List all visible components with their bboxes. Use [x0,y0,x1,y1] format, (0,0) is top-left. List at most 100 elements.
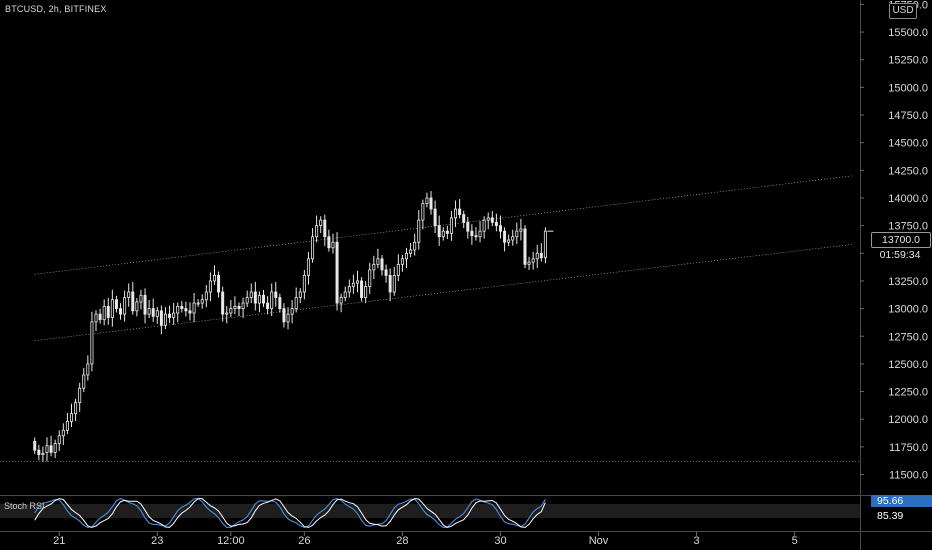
candle-body [364,286,368,298]
candle-body [119,308,123,315]
candle-body [139,294,143,303]
stoch-rsi-label: Stoch RSI [4,501,45,511]
price-tick-label: 15250.0 [888,55,928,67]
price-tick-label: 12500.0 [888,359,928,371]
candle-body [233,305,237,310]
candle-body [180,305,184,310]
candle-body [114,299,118,310]
price-tick-label: 14250.0 [888,165,928,177]
candle-body [343,291,347,298]
time-tick-label: 26 [298,535,310,547]
candle-body [253,291,257,304]
candle-body [208,280,212,293]
candle-body [266,302,270,310]
candle-body [503,230,507,243]
price-tick-label: 14000.0 [888,193,928,205]
candle-body [61,429,65,437]
candle-body [143,294,147,315]
candle-body [37,449,41,456]
candle-body [131,291,135,312]
price-tick-label: 11750.0 [889,442,928,454]
candle-body [454,208,458,219]
candle-body [315,225,319,238]
price-tick-label: 13000.0 [888,304,928,316]
candle-body [229,308,233,314]
candle-body [237,305,241,310]
symbol-title: BTCUSD, 2h, BITFINEX [5,4,107,14]
candle-body [470,230,474,236]
candle-body [498,225,502,232]
candle-body [539,252,543,259]
candle-body [405,252,409,260]
time-tick-label: 21 [53,535,65,547]
candle-body [323,219,327,238]
candle-body [384,269,388,276]
candle-body [102,305,106,321]
candle-body [486,217,490,221]
candle-body [192,302,196,314]
candle-body [372,263,376,271]
candle-body [82,374,86,389]
candle-body [65,421,69,431]
candle-body [396,263,400,276]
candle-body [123,297,127,315]
candle-body [163,313,167,326]
candle-body [98,313,102,321]
candle-body [94,313,98,323]
candle-body [331,241,335,249]
candle-body [33,440,37,451]
candle-body [57,435,61,444]
candle-body [523,228,527,265]
stoch-rsi-pane [0,497,860,528]
candle-body [184,308,188,312]
channel-upper-line [34,175,852,275]
price-tick-label: 11500.0 [889,470,928,482]
candle-body [519,228,523,232]
candle-body [458,208,462,215]
candle-body [507,239,511,243]
candle-body [490,217,494,223]
stoch-k-line [34,497,546,528]
candle-body [168,313,172,318]
candle-body [368,269,372,287]
candle-body [274,291,278,298]
candle-body [535,252,539,260]
time-tick-label: 3 [694,535,700,547]
currency-label[interactable]: USD [889,3,917,19]
candle-body [86,363,90,376]
time-tick-label: Nov [589,535,609,547]
candle-body [204,291,208,301]
candle-body [69,413,73,422]
price-tick-label: 12000.0 [888,414,928,426]
candle-body [360,280,364,298]
candle-body [494,221,498,227]
candle-body [241,302,245,310]
candle-body [135,301,139,312]
bar-countdown: 01:59:34 [871,248,929,262]
candle-body [147,308,151,315]
price-tick-label: 12750.0 [888,331,928,343]
candle-body [290,308,294,315]
stoch-d-line [34,498,546,528]
candle-body [409,249,413,254]
channel-lower-line [34,244,852,341]
candle-body [245,297,249,304]
time-axis[interactable]: 21 23 12:00 26 28 30 Nov 3 5 [53,532,798,547]
price-axis-bg [860,0,932,550]
candle-body [351,282,355,287]
candle-body [225,312,229,315]
candle-body [74,402,78,415]
time-tick-label: 5 [792,535,798,547]
candle-body [262,294,266,304]
channel-lines [34,175,852,341]
candle-body [392,275,396,293]
time-tick-label: 28 [396,535,408,547]
candle-body [45,445,49,453]
candle-body [478,230,482,238]
candle-body [511,236,515,241]
price-tick-label: 14750.0 [888,110,928,122]
candle-body [339,297,343,304]
price-tick-label: 14500.0 [888,138,928,150]
